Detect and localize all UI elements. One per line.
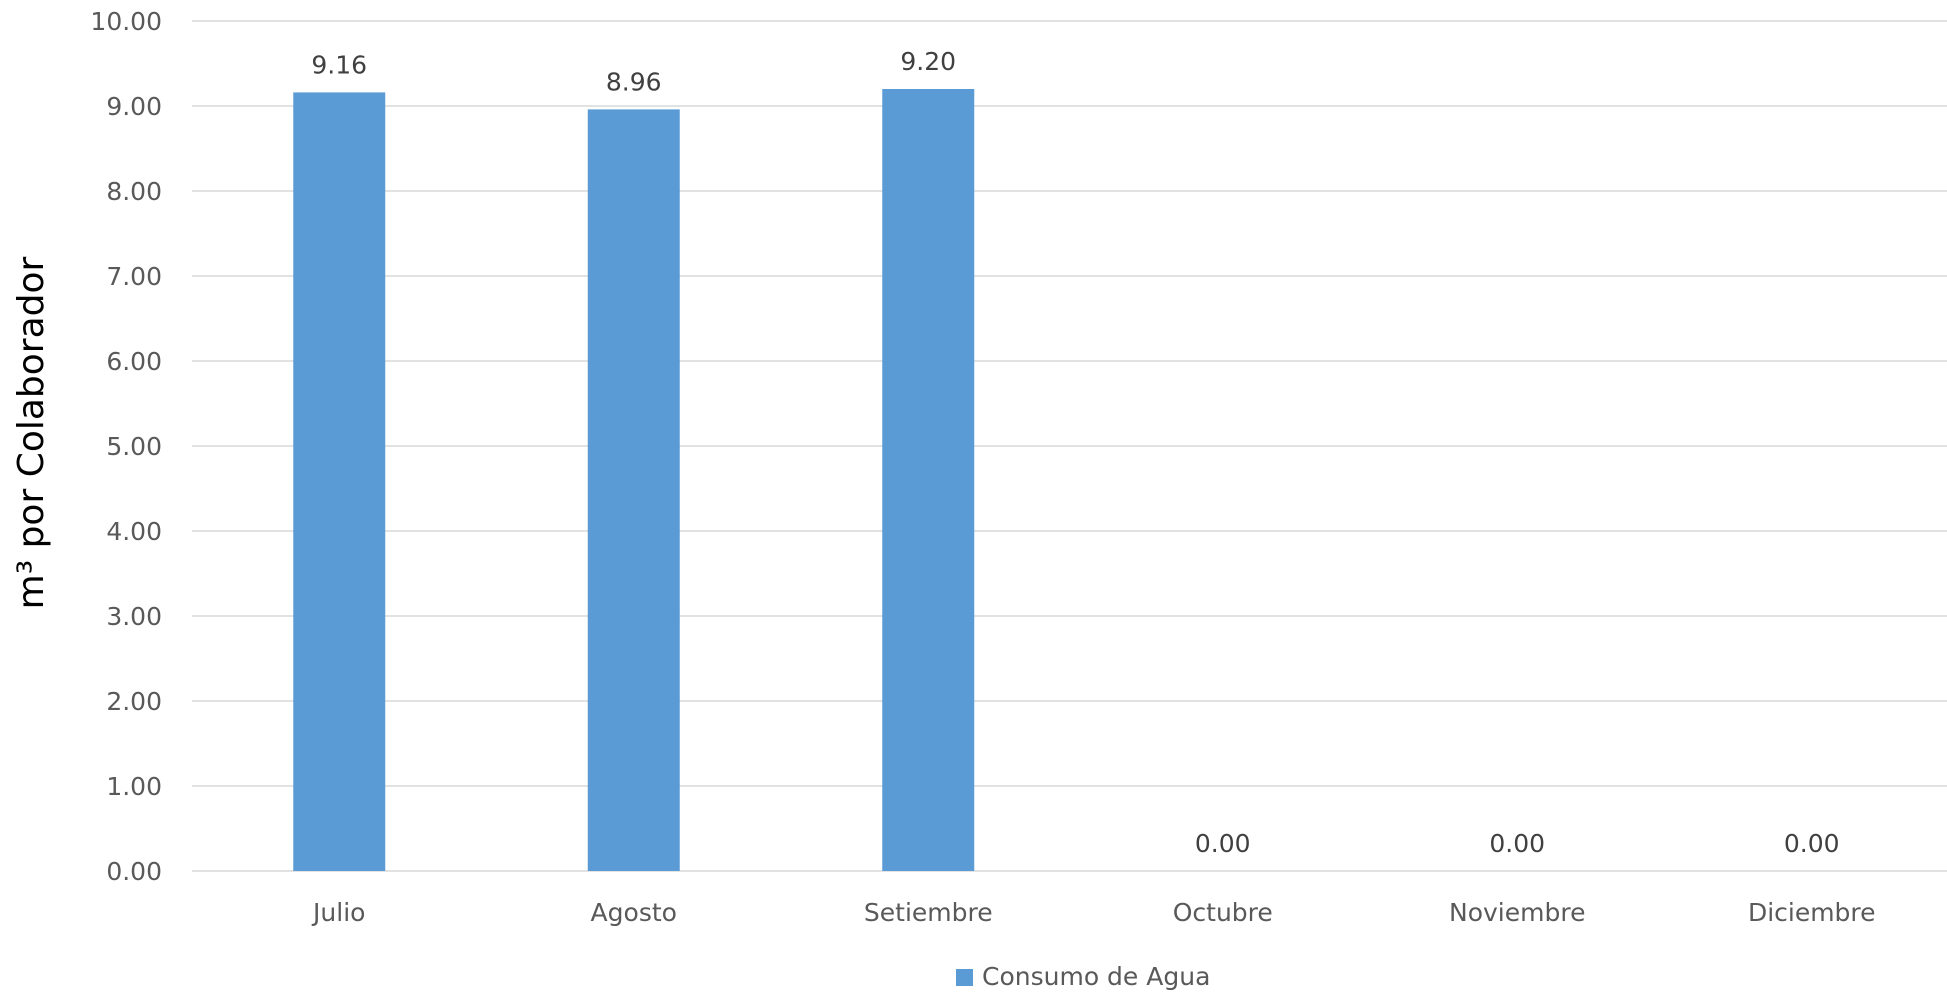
x-axis-ticks: Julio Agosto Setiembre Octubre Noviembre Dici… xyxy=(311,898,1876,927)
x-tick-label-agosto: Agosto xyxy=(591,898,677,927)
y-axis-ticks: 0.00 1.00 2.00 3.00 4.00 5.00 6.00 7.00 8.00 9.00… xyxy=(90,7,162,886)
y-tick-label: 2.00 xyxy=(106,687,162,716)
data-label-setiembre: 9.20 xyxy=(900,47,956,76)
x-tick-label-noviembre: Noviembre xyxy=(1449,898,1585,927)
y-tick-label: 8.00 xyxy=(106,177,162,206)
y-tick-label: 7.00 xyxy=(106,262,162,291)
bar-setiembre xyxy=(882,89,975,871)
gridlines xyxy=(192,20,1947,872)
x-tick-label-julio: Julio xyxy=(311,898,365,927)
x-tick-label-setiembre: Setiembre xyxy=(864,898,993,927)
data-label-noviembre: 0.00 xyxy=(1489,829,1545,858)
data-label-octubre: 0.00 xyxy=(1195,829,1251,858)
legend-label: Consumo de Agua xyxy=(982,962,1210,991)
y-tick-label: 3.00 xyxy=(106,602,162,631)
y-tick-label: 6.00 xyxy=(106,347,162,376)
legend-swatch xyxy=(956,969,973,986)
legend: Consumo de Agua xyxy=(956,962,1210,991)
data-label-julio: 9.16 xyxy=(311,50,367,79)
x-tick-label-diciembre: Diciembre xyxy=(1748,898,1876,927)
data-label-diciembre: 0.00 xyxy=(1784,829,1840,858)
y-tick-label: 1.00 xyxy=(106,772,162,801)
data-label-agosto: 8.96 xyxy=(606,67,662,96)
bars xyxy=(293,89,975,871)
y-axis-title: m³ por Colaborador xyxy=(11,256,52,609)
y-tick-label: 10.00 xyxy=(90,7,162,36)
data-labels: 9.16 8.96 9.20 0.00 0.00 0.00 xyxy=(311,47,1839,858)
bar-julio xyxy=(293,92,386,871)
bar-agosto xyxy=(587,109,680,871)
y-tick-label: 0.00 xyxy=(106,857,162,886)
x-tick-label-octubre: Octubre xyxy=(1173,898,1273,927)
y-tick-label: 9.00 xyxy=(106,92,162,121)
y-tick-label: 4.00 xyxy=(106,517,162,546)
y-tick-label: 5.00 xyxy=(106,432,162,461)
